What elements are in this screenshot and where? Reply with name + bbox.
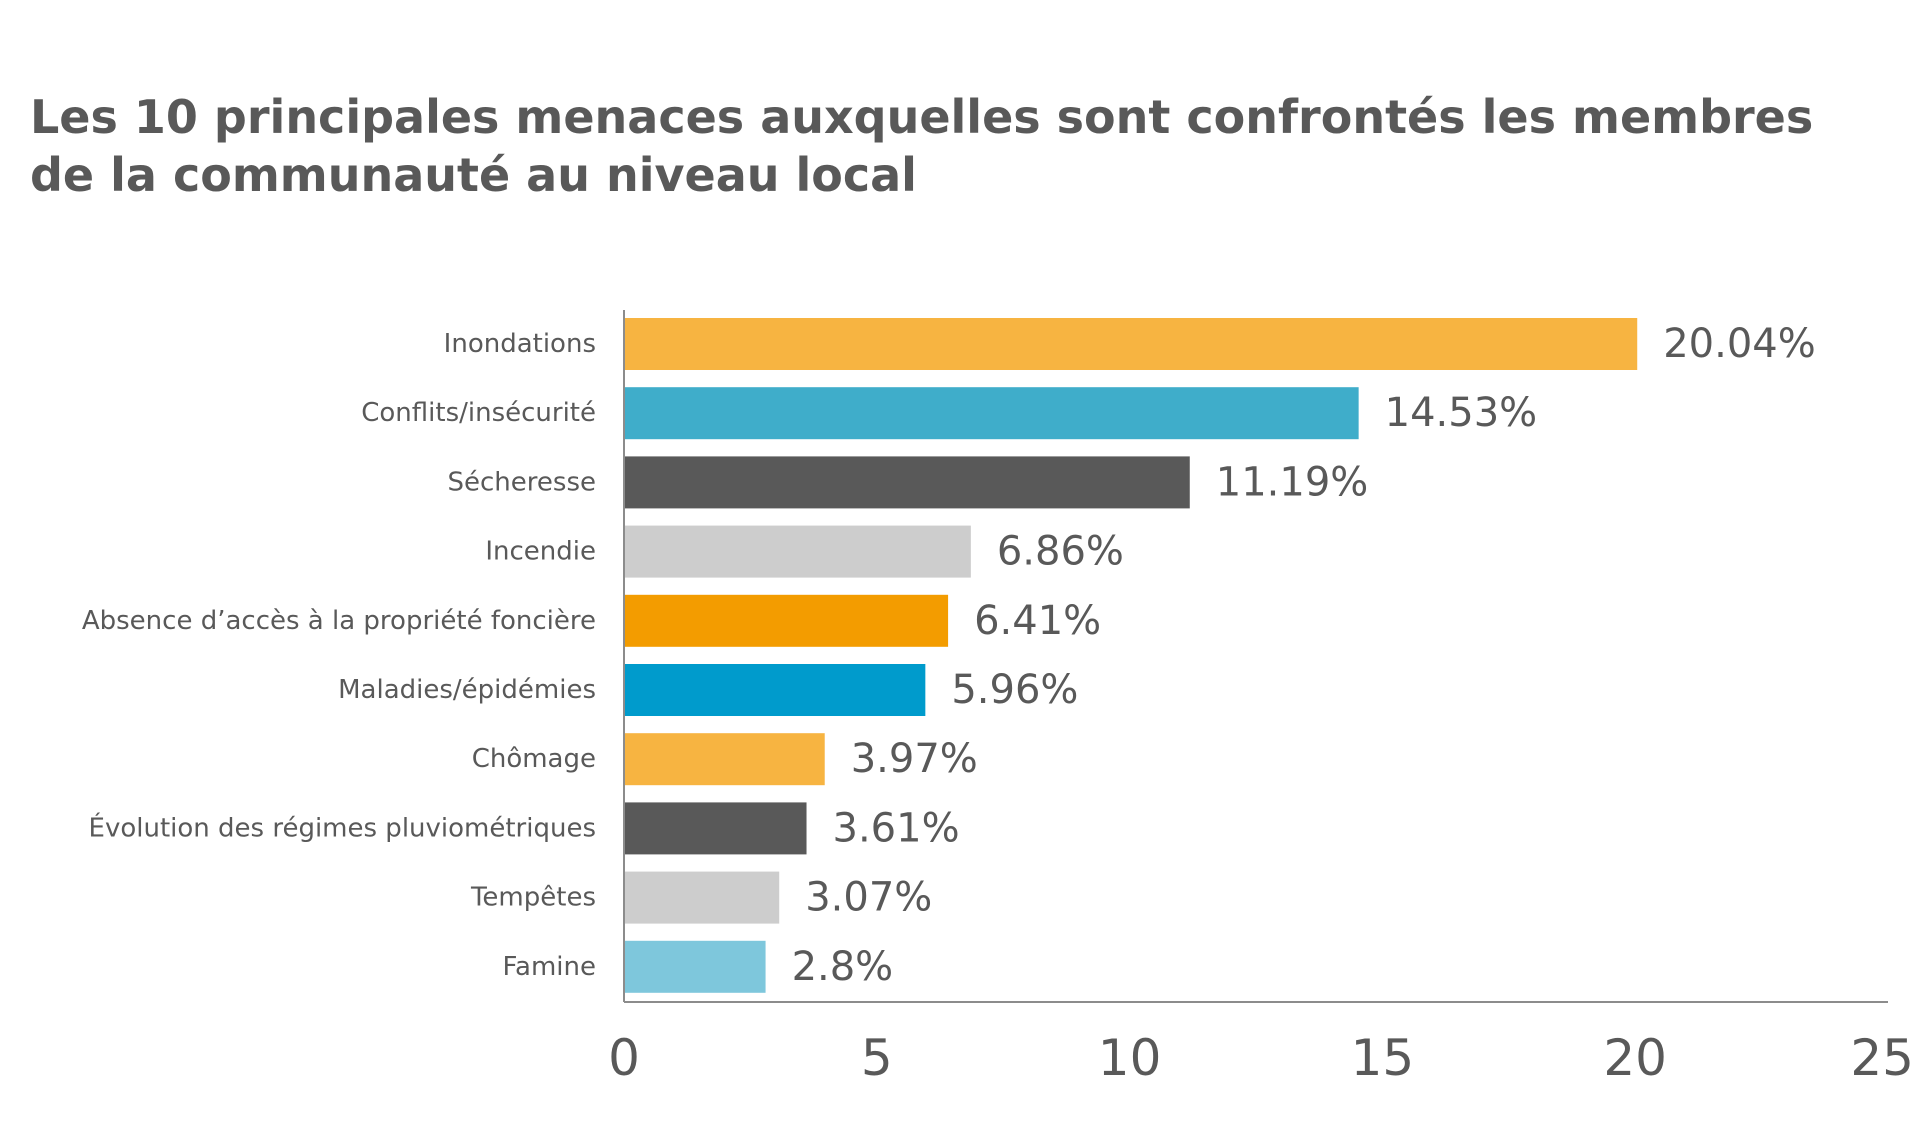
data-label-7: 3.61% [833, 805, 960, 851]
data-label-2: 11.19% [1216, 459, 1369, 505]
x-tick-label-2: 10 [1098, 1029, 1162, 1087]
category-label-0: Inondations [444, 329, 596, 359]
bar-0 [624, 318, 1638, 370]
data-label-3: 6.86% [997, 529, 1124, 575]
bar-8 [624, 871, 780, 924]
data-label-8: 3.07% [805, 875, 932, 921]
bar-2 [624, 456, 1190, 509]
x-tick-label-4: 20 [1603, 1029, 1667, 1087]
category-label-8: Tempêtes [470, 883, 596, 913]
category-label-1: Conflits/insécurité [361, 398, 596, 428]
x-tick-label-0: 0 [608, 1029, 640, 1087]
category-label-6: Chômage [472, 744, 596, 774]
x-tick-label-1: 5 [861, 1029, 893, 1087]
bar-6 [624, 733, 825, 786]
bar-5 [624, 664, 926, 716]
chart-title: Les 10 principales menaces auxquelles so… [30, 88, 1870, 204]
data-label-6: 3.97% [851, 736, 978, 782]
bar-7 [624, 802, 807, 855]
bar-4 [624, 594, 949, 647]
data-label-0: 20.04% [1663, 321, 1816, 367]
data-label-4: 6.41% [974, 598, 1101, 644]
data-label-1: 14.53% [1385, 390, 1538, 436]
category-label-4: Absence d’accès à la propriété foncière [82, 606, 596, 636]
data-label-9: 2.8% [792, 944, 894, 990]
category-label-2: Sécheresse [448, 467, 596, 497]
bar-1 [624, 387, 1359, 440]
data-label-5: 5.96% [951, 667, 1078, 713]
category-label-5: Maladies/épidémies [338, 675, 596, 705]
x-tick-label-5: 25 [1850, 1029, 1914, 1087]
chart-title-line-1: Les 10 principales menaces auxquelles so… [30, 90, 1814, 144]
chart-title-line-2: de la communauté au niveau local [30, 148, 917, 202]
x-tick-label-3: 15 [1351, 1029, 1415, 1087]
bar-9 [624, 940, 766, 993]
category-label-7: Évolution des régimes pluviométriques [89, 811, 596, 843]
category-label-3: Incendie [485, 537, 596, 567]
bar-3 [624, 525, 971, 578]
category-label-9: Famine [502, 952, 596, 982]
